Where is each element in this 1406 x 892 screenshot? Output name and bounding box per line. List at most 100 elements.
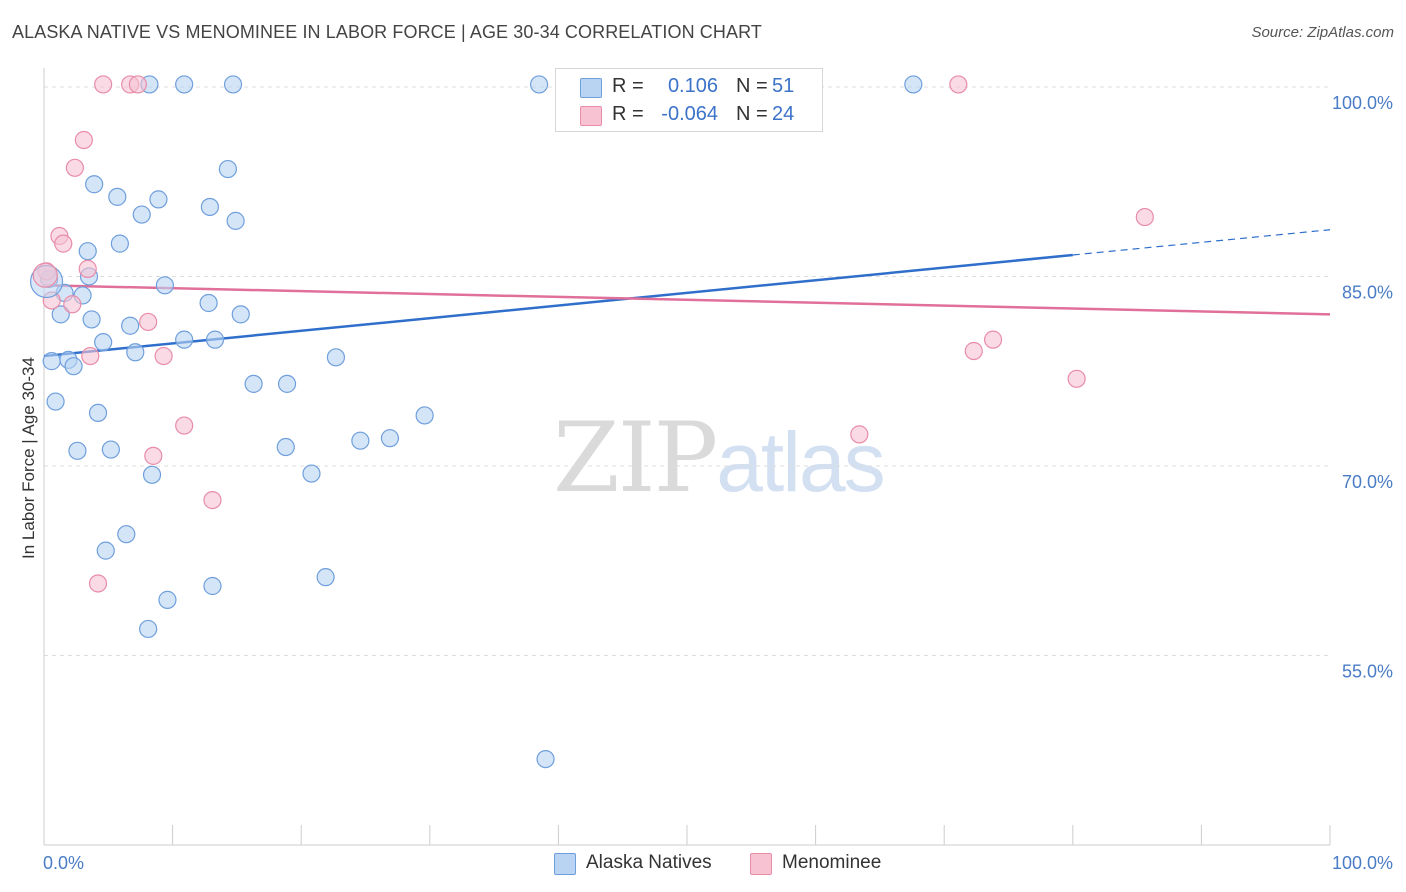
menominee-point	[144, 446, 163, 465]
menominee-point	[1067, 369, 1086, 388]
y-tick-label: 100.0%	[1332, 93, 1393, 113]
n-label: N =	[736, 75, 768, 97]
x-tick-label-left: 0.0%	[43, 853, 84, 873]
menominee-point	[128, 75, 147, 94]
menominee-point	[94, 75, 113, 94]
menominee-cluster-point	[32, 262, 58, 288]
n-value: 24	[772, 103, 795, 125]
series-name: Menominee	[782, 852, 882, 873]
alaska-natives-point	[110, 234, 129, 253]
y-tick-label: 55.0%	[1342, 661, 1393, 681]
menominee-point	[1135, 207, 1154, 227]
alaska-natives-point	[82, 310, 101, 329]
alaska-natives-point	[302, 464, 321, 483]
stats-legend: R = 0.106 N = 51 R = -0.064 N = 24	[555, 68, 823, 132]
alaska-natives-point	[277, 374, 297, 393]
data-points	[29, 75, 1154, 769]
alaska-natives-point	[205, 330, 225, 349]
alaska-natives-point	[121, 316, 140, 335]
alaska-natives-point	[904, 75, 923, 94]
n-label: N =	[736, 103, 768, 125]
alaska-natives-point	[231, 305, 250, 324]
alaska-natives-point	[117, 525, 136, 544]
alaska-natives-point	[244, 374, 263, 393]
series-legend: Alaska Natives Menominee	[0, 851, 1406, 879]
alaska-natives-point	[158, 590, 177, 609]
menominee-point	[81, 346, 100, 366]
menominee-point	[88, 574, 108, 593]
trend-lines	[43, 229, 1331, 358]
menominee-point	[154, 346, 173, 366]
menominee-point	[850, 425, 869, 444]
y-tick-label: 70.0%	[1342, 472, 1393, 492]
alaska-natives-point	[64, 357, 83, 376]
alaska-natives-point	[94, 333, 113, 352]
menominee-point	[983, 330, 1003, 349]
alaska-natives-point	[142, 465, 162, 484]
alaska-natives-point	[536, 749, 555, 769]
menominee-point	[175, 416, 194, 435]
menominee-point	[139, 312, 158, 332]
r-value: -0.064	[661, 103, 718, 125]
r-value: 0.106	[667, 75, 718, 97]
menominee-point	[78, 259, 97, 278]
alaska-natives-point	[42, 352, 61, 371]
alaska-natives-point	[108, 187, 127, 206]
alaska-natives-point	[316, 568, 335, 587]
alaska-natives-point	[132, 205, 151, 224]
alaska-natives-point	[200, 197, 219, 217]
legend-swatch-pink	[580, 106, 602, 126]
y-axis-label: In Labor Force | Age 30-34	[19, 357, 38, 559]
menominee-point	[54, 234, 73, 253]
tick-labels: 100.0% 85.0% 70.0% 55.0% 0.0% 100.0% In Labor …	[19, 93, 1393, 873]
r-label: R =	[612, 75, 644, 97]
n-value: 51	[772, 75, 795, 97]
menominee-point	[949, 75, 968, 94]
alaska-natives-point	[101, 440, 120, 459]
alaska-natives-point	[276, 437, 295, 457]
alaska-natives-point	[226, 211, 245, 230]
alaska-natives-point	[139, 619, 158, 639]
axes	[43, 68, 1331, 846]
alaska-natives-point	[175, 75, 194, 94]
menominee-point	[74, 130, 93, 150]
legend-swatch-blue	[554, 853, 576, 875]
menominee-trend-line	[43, 284, 1331, 316]
alaska-natives-point	[46, 392, 65, 411]
alaska-natives-point	[126, 343, 145, 362]
alaska-natives-point	[51, 305, 70, 324]
chart-source: Source: ZipAtlas.com	[1251, 24, 1394, 41]
stats-legend-row-alaska-natives: R = 0.106 N = 51	[556, 73, 822, 101]
alaska-natives-point	[85, 175, 104, 194]
legend-swatch-blue	[580, 78, 602, 98]
x-tick-label-right: 100.0%	[1332, 853, 1393, 873]
series-name: Alaska Natives	[586, 852, 712, 873]
stats-legend-row-menominee: R = -0.064 N = 24	[556, 101, 822, 129]
r-label: R =	[612, 103, 644, 125]
legend-swatch-pink	[750, 853, 772, 875]
grid-lines	[44, 86, 1332, 656]
alaska-natives-point	[223, 75, 243, 94]
alaska-natives-point	[351, 431, 370, 450]
alaska-natives-point	[175, 330, 194, 349]
alaska-natives-point	[530, 75, 549, 94]
chart-title: ALASKA NATIVE VS MENOMINEE IN LABOR FORC…	[12, 22, 762, 42]
menominee-point	[964, 341, 983, 361]
alaska-natives-point	[199, 293, 218, 313]
alaska-natives-point	[88, 403, 108, 423]
watermark-zip: ZIP	[553, 402, 718, 514]
alaska-natives-point	[78, 242, 97, 261]
alaska-natives-point	[149, 190, 168, 209]
alaska-natives-point	[415, 406, 434, 425]
alaska-natives-point	[68, 441, 87, 460]
menominee-point	[203, 490, 222, 510]
alaska-natives-point	[155, 276, 174, 295]
alaska-natives-trend-extension	[1072, 229, 1331, 256]
alaska-natives-point	[326, 348, 346, 367]
menominee-point	[65, 158, 84, 177]
alaska-natives-point	[218, 159, 237, 179]
menominee-point	[63, 295, 82, 314]
alaska-natives-point	[96, 541, 115, 560]
alaska-natives-point	[380, 429, 400, 448]
